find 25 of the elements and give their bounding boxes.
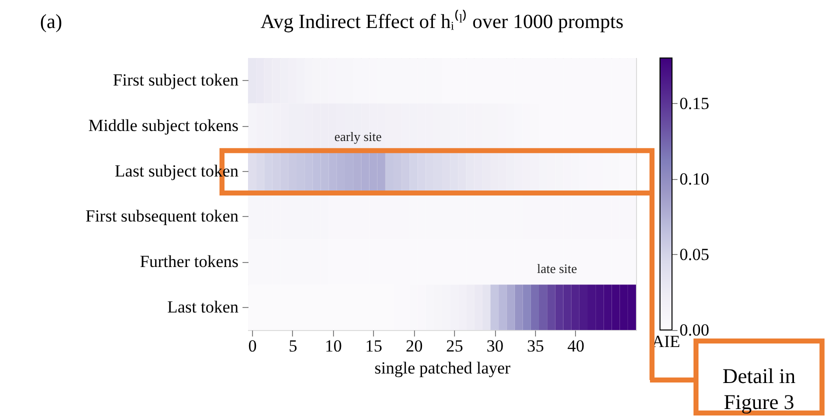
- color-bar-label: 0.05: [680, 244, 710, 264]
- x-tick-label: 5: [288, 336, 298, 356]
- y-tick-label: Middle subject tokens: [88, 116, 238, 135]
- annotation: late site: [536, 261, 578, 276]
- x-tick-label: 10: [324, 336, 342, 356]
- x-tick-label: 25: [446, 336, 464, 356]
- x-tick-label: 20: [406, 336, 423, 356]
- y-tick-label: First subject token: [112, 70, 239, 90]
- x-tick-label: 0: [248, 336, 257, 356]
- annotation: early site: [334, 129, 382, 144]
- x-tick-label: 35: [526, 336, 544, 356]
- text: Detail in Figure 3: [722, 364, 796, 414]
- color-bar-label: 0.00: [680, 320, 710, 340]
- y-tick-label: Further tokens: [140, 252, 238, 271]
- x-tick-label: 15: [365, 336, 382, 356]
- y-tick-label: Last token: [167, 297, 239, 316]
- chart-title: Avg Indirect Effect of hᵢ⁽ˡ⁾ over 1000 prompts: [260, 9, 624, 33]
- color-bar-label: 0.10: [680, 169, 710, 188]
- color-bar-label: 0.15: [680, 94, 710, 113]
- x-axis-title: single patched layer: [374, 358, 511, 378]
- x-tick-label: 30: [486, 336, 504, 356]
- x-tick-label: 40: [567, 336, 584, 356]
- text: (a): [40, 11, 62, 33]
- y-tick-label: First subsequent token: [86, 206, 239, 226]
- color-bar-title: AIE: [652, 332, 680, 351]
